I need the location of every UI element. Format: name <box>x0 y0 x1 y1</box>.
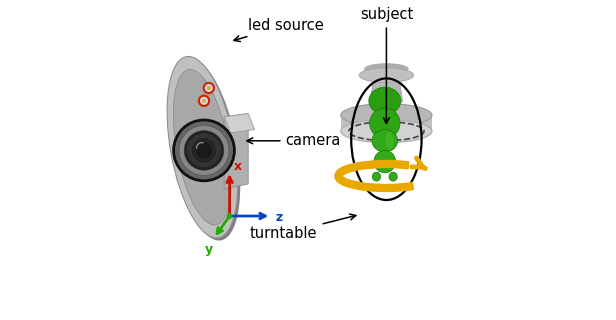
Polygon shape <box>199 178 209 187</box>
Ellipse shape <box>167 56 238 238</box>
Circle shape <box>208 165 213 170</box>
Ellipse shape <box>372 172 381 181</box>
Ellipse shape <box>370 108 400 139</box>
Circle shape <box>175 142 179 146</box>
Polygon shape <box>199 146 209 155</box>
Circle shape <box>223 133 227 138</box>
Ellipse shape <box>389 172 397 181</box>
Circle shape <box>184 128 188 133</box>
Text: turntable: turntable <box>250 214 356 241</box>
Circle shape <box>226 144 230 149</box>
Circle shape <box>195 167 200 172</box>
Ellipse shape <box>169 59 240 241</box>
Circle shape <box>221 130 225 135</box>
Circle shape <box>217 127 222 132</box>
Circle shape <box>219 159 224 163</box>
Text: x: x <box>233 160 241 173</box>
Text: z: z <box>276 211 283 224</box>
Ellipse shape <box>341 120 432 143</box>
Circle shape <box>187 134 221 167</box>
Circle shape <box>179 125 229 175</box>
Circle shape <box>214 125 218 130</box>
Circle shape <box>176 138 180 142</box>
Ellipse shape <box>341 104 432 127</box>
Ellipse shape <box>386 132 394 150</box>
Ellipse shape <box>359 68 413 83</box>
Text: camera: camera <box>247 133 341 148</box>
Polygon shape <box>341 115 432 131</box>
Polygon shape <box>224 114 254 133</box>
Circle shape <box>207 86 211 90</box>
Ellipse shape <box>370 96 402 105</box>
Ellipse shape <box>364 63 409 75</box>
Circle shape <box>191 166 195 171</box>
Polygon shape <box>199 130 209 139</box>
Circle shape <box>174 149 179 154</box>
Polygon shape <box>224 114 248 189</box>
Circle shape <box>202 99 206 103</box>
Circle shape <box>180 160 184 164</box>
Circle shape <box>222 156 227 160</box>
Circle shape <box>180 131 185 136</box>
Circle shape <box>224 152 229 156</box>
Circle shape <box>225 148 230 153</box>
Circle shape <box>183 163 187 167</box>
Circle shape <box>225 137 229 141</box>
Text: led source: led source <box>234 18 323 42</box>
Circle shape <box>187 164 191 169</box>
Ellipse shape <box>374 150 395 173</box>
Ellipse shape <box>372 130 397 152</box>
Circle shape <box>204 167 208 171</box>
Circle shape <box>191 138 217 163</box>
Circle shape <box>209 124 214 128</box>
Circle shape <box>192 124 197 129</box>
Circle shape <box>204 83 214 93</box>
Circle shape <box>174 120 235 181</box>
Circle shape <box>227 213 232 219</box>
Circle shape <box>184 131 224 170</box>
Circle shape <box>205 123 210 127</box>
Circle shape <box>178 134 182 139</box>
Circle shape <box>201 123 205 127</box>
Text: subject: subject <box>360 7 413 124</box>
Circle shape <box>174 146 179 150</box>
Ellipse shape <box>173 69 232 225</box>
Circle shape <box>216 162 221 166</box>
Circle shape <box>213 164 217 168</box>
Text: y: y <box>205 243 213 256</box>
Circle shape <box>197 123 201 128</box>
Ellipse shape <box>369 87 401 114</box>
Circle shape <box>200 167 204 172</box>
Polygon shape <box>199 162 209 171</box>
Circle shape <box>176 153 180 158</box>
Circle shape <box>199 96 209 106</box>
Circle shape <box>226 140 230 145</box>
Circle shape <box>188 126 192 131</box>
Polygon shape <box>370 75 402 101</box>
Circle shape <box>177 157 182 161</box>
Circle shape <box>195 141 213 159</box>
